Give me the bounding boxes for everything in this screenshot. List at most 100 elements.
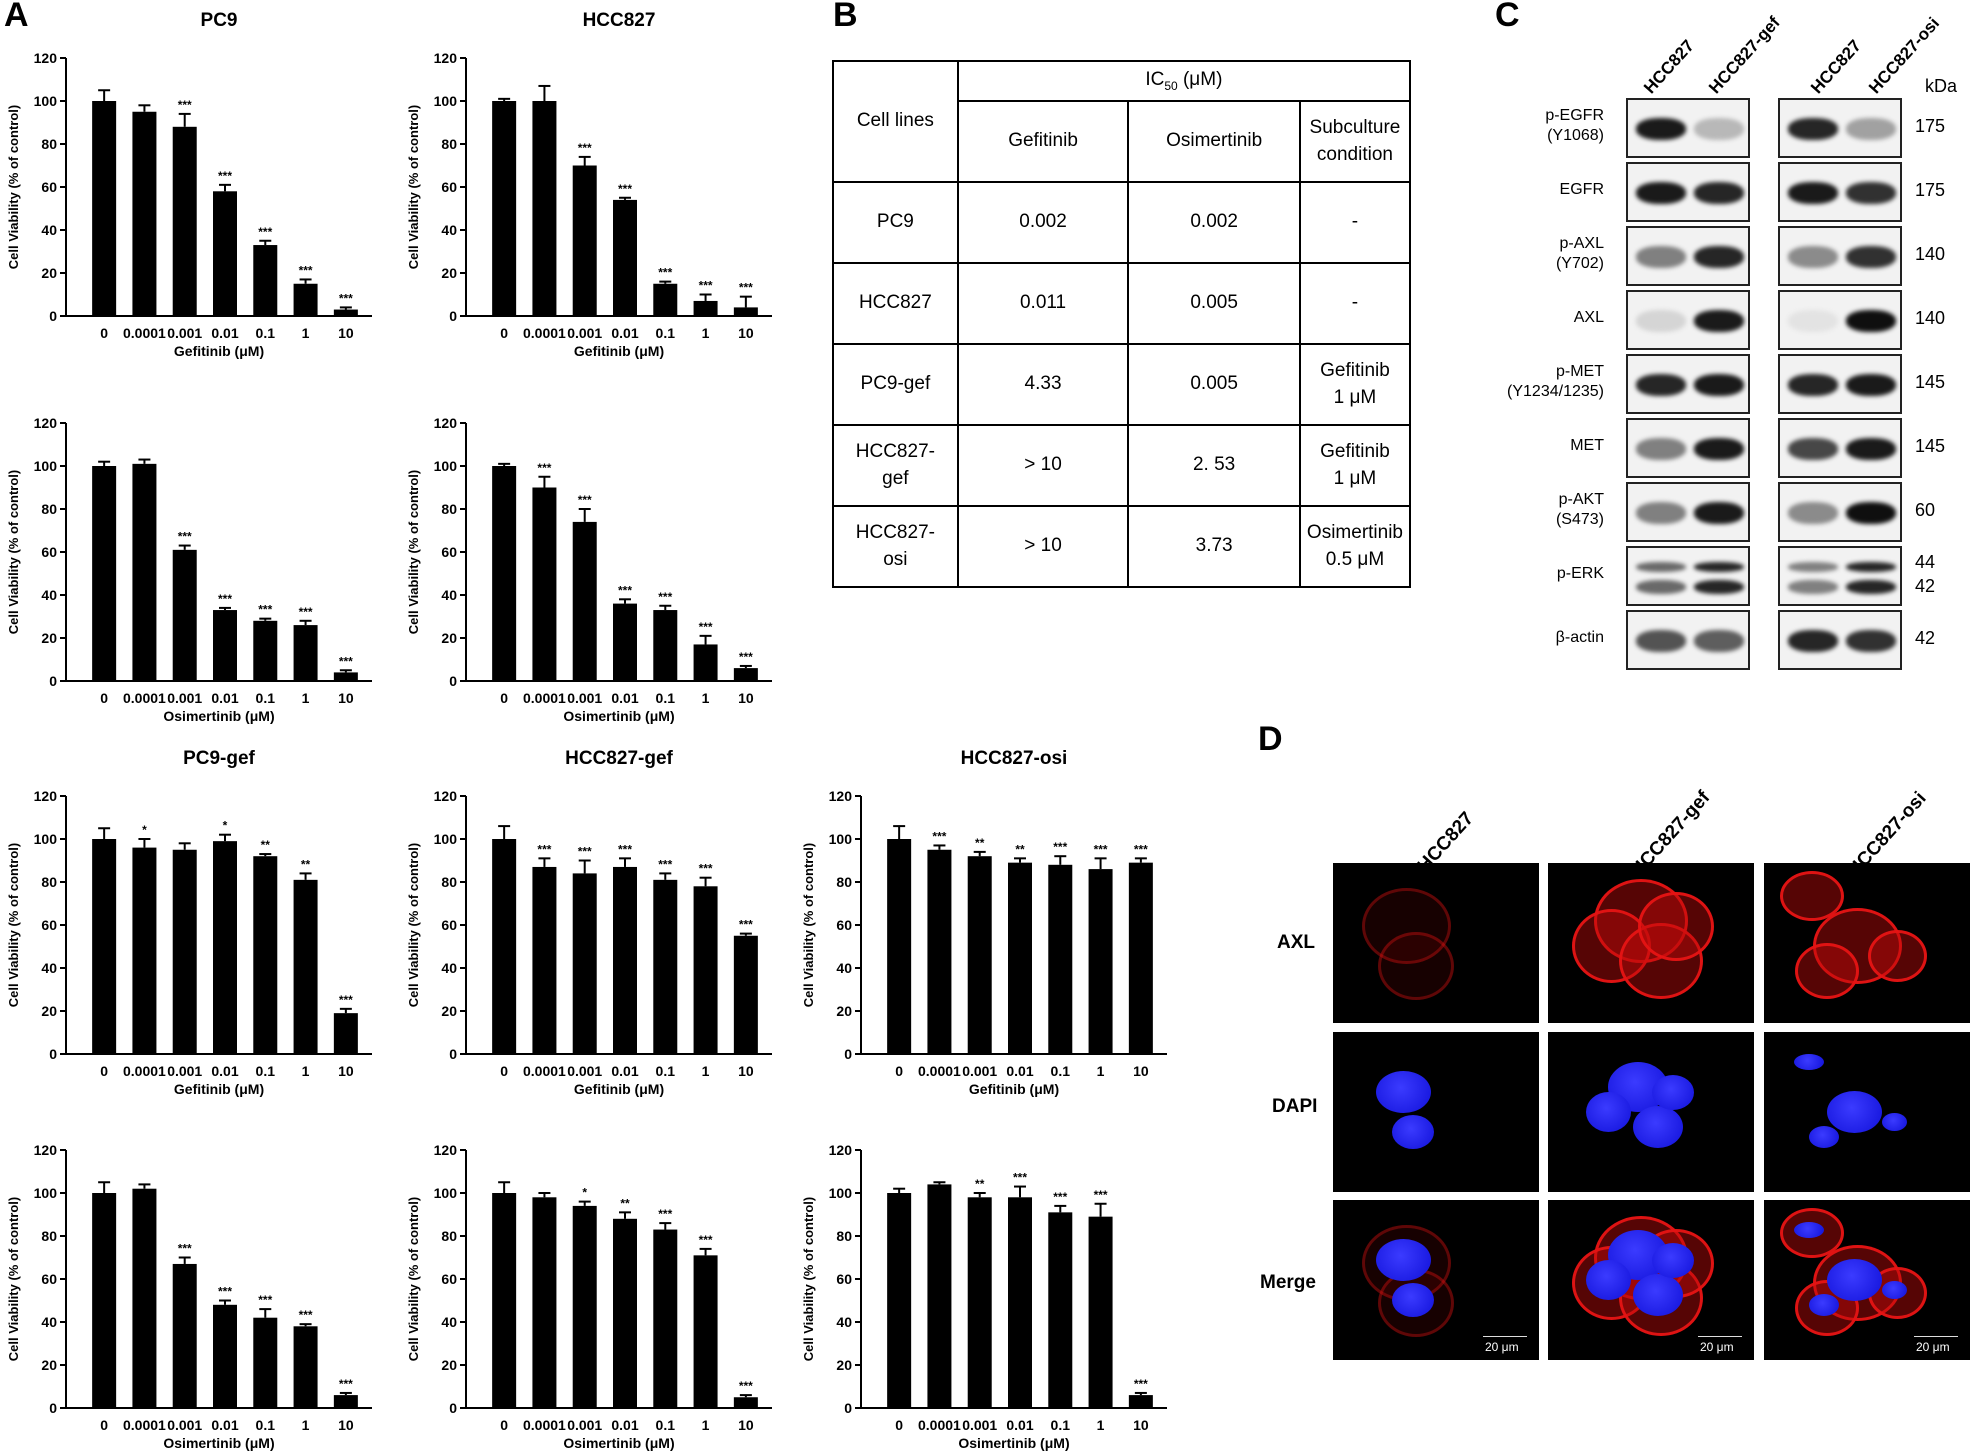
- x-tick-label: 1: [702, 690, 710, 706]
- blot-band: [1636, 310, 1686, 332]
- x-tick-label: 0: [895, 1063, 903, 1079]
- bar: [253, 620, 278, 681]
- blot-band: [1788, 630, 1838, 652]
- nucleus: [1826, 1091, 1882, 1133]
- x-tick-label: 0.0001: [523, 325, 566, 341]
- bar: [572, 873, 597, 1054]
- bar: [887, 839, 912, 1054]
- x-axis-label: Osimertinib (μM): [563, 708, 674, 724]
- bar: [1048, 864, 1073, 1054]
- nucleus: [1375, 1071, 1431, 1113]
- blot-column-hcc827-gef: HCC827-gef: [1705, 13, 1784, 98]
- y-tick-label: 100: [829, 831, 853, 847]
- significance-label: ***: [1053, 1190, 1067, 1204]
- y-axis-label: Cell Viability (% of control): [6, 843, 21, 1007]
- bar: [492, 839, 517, 1054]
- significance-label: **: [301, 857, 311, 871]
- y-tick-label: 100: [434, 93, 458, 109]
- y-tick-label: 20: [836, 1357, 852, 1373]
- x-tick-label: 0.01: [211, 1417, 238, 1433]
- bar: [927, 849, 952, 1054]
- bar: [213, 841, 237, 1054]
- panel-letter-b: B: [833, 0, 858, 34]
- significance-label: ***: [258, 225, 272, 239]
- nucleus: [1392, 1115, 1434, 1149]
- header-osimertinib: Osimertinib: [1127, 100, 1301, 183]
- y-tick-label: 20: [441, 1003, 457, 1019]
- x-axis-label: Gefitinib (μM): [174, 1081, 264, 1097]
- x-tick-label: 10: [338, 690, 354, 706]
- blot-band: [1788, 310, 1838, 332]
- chart-title: HCC827: [583, 10, 656, 31]
- blot-band: [1846, 246, 1896, 268]
- y-tick-label: 120: [34, 415, 58, 431]
- cell-line: PC9: [832, 181, 959, 264]
- blot-band: [1694, 246, 1744, 268]
- cell-line: HCC827: [832, 262, 959, 345]
- y-tick-label: 40: [441, 960, 457, 976]
- header-gefitinib: Gefitinib: [956, 100, 1130, 183]
- y-tick-label: 60: [441, 179, 457, 195]
- x-tick-label: 0.1: [656, 690, 676, 706]
- bar: [693, 886, 718, 1054]
- significance-label: ***: [299, 1308, 313, 1322]
- table-row: HCC827 0.011 0.005 -: [832, 262, 1412, 345]
- header-cell-lines: Cell lines: [832, 60, 959, 183]
- bar: [333, 1013, 358, 1054]
- x-tick-label: 0.0001: [523, 1063, 566, 1079]
- blot-band: [1846, 438, 1896, 460]
- significance-label: ***: [618, 583, 632, 597]
- x-tick-label: 10: [338, 1063, 354, 1079]
- bar: [572, 165, 597, 316]
- significance-label: ***: [578, 493, 592, 507]
- significance-label: ***: [618, 182, 632, 196]
- blot-membrane: [1626, 418, 1750, 478]
- blot-band: [1788, 502, 1838, 524]
- x-tick-label: 0.01: [611, 325, 638, 341]
- significance-label: ***: [218, 1285, 232, 1299]
- blot-row-label: p-AKT (S473): [1555, 491, 1604, 528]
- bar: [653, 879, 678, 1054]
- bar: [92, 1193, 117, 1408]
- cell-gef: 0.011: [956, 262, 1130, 345]
- y-tick-label: 20: [441, 1357, 457, 1373]
- x-axis-label: Gefitinib (μM): [174, 343, 264, 359]
- x-tick-label: 0.001: [167, 690, 202, 706]
- y-tick-label: 0: [49, 673, 57, 689]
- y-tick-label: 80: [836, 874, 852, 890]
- x-tick-label: 0.001: [167, 325, 202, 341]
- y-axis-label: Cell Viability (% of control): [6, 1197, 21, 1361]
- x-tick-label: 0.001: [567, 1063, 602, 1079]
- x-tick-label: 0: [100, 1063, 108, 1079]
- bar: [1008, 1197, 1032, 1408]
- x-tick-label: 0.001: [962, 1417, 997, 1433]
- y-tick-label: 0: [449, 308, 457, 324]
- bar: [653, 283, 678, 316]
- blot-band: [1788, 374, 1838, 396]
- bar: [653, 610, 678, 681]
- bar: [1128, 1395, 1153, 1408]
- bar: [1008, 862, 1032, 1054]
- significance-label: ***: [258, 1293, 272, 1307]
- blot-kda: 145: [1915, 436, 1946, 456]
- x-tick-label: 0: [500, 1063, 508, 1079]
- scale-bar: [1698, 1336, 1742, 1337]
- y-tick-label: 100: [34, 458, 58, 474]
- bar: [693, 644, 718, 681]
- bar: [253, 1317, 278, 1408]
- blot-band: [1694, 562, 1744, 572]
- blot-band: [1846, 562, 1896, 572]
- micrograph: [1548, 863, 1754, 1023]
- blot-membrane: [1778, 162, 1902, 222]
- blot-membrane: [1626, 546, 1750, 606]
- y-tick-label: 20: [836, 1003, 852, 1019]
- blot-band: [1636, 118, 1686, 140]
- bar: [132, 847, 157, 1054]
- y-tick-label: 0: [844, 1046, 852, 1062]
- y-tick-label: 120: [34, 50, 58, 66]
- bar: [293, 283, 318, 316]
- micrograph: [1764, 1032, 1970, 1192]
- panel-letter-c: C: [1495, 0, 1520, 34]
